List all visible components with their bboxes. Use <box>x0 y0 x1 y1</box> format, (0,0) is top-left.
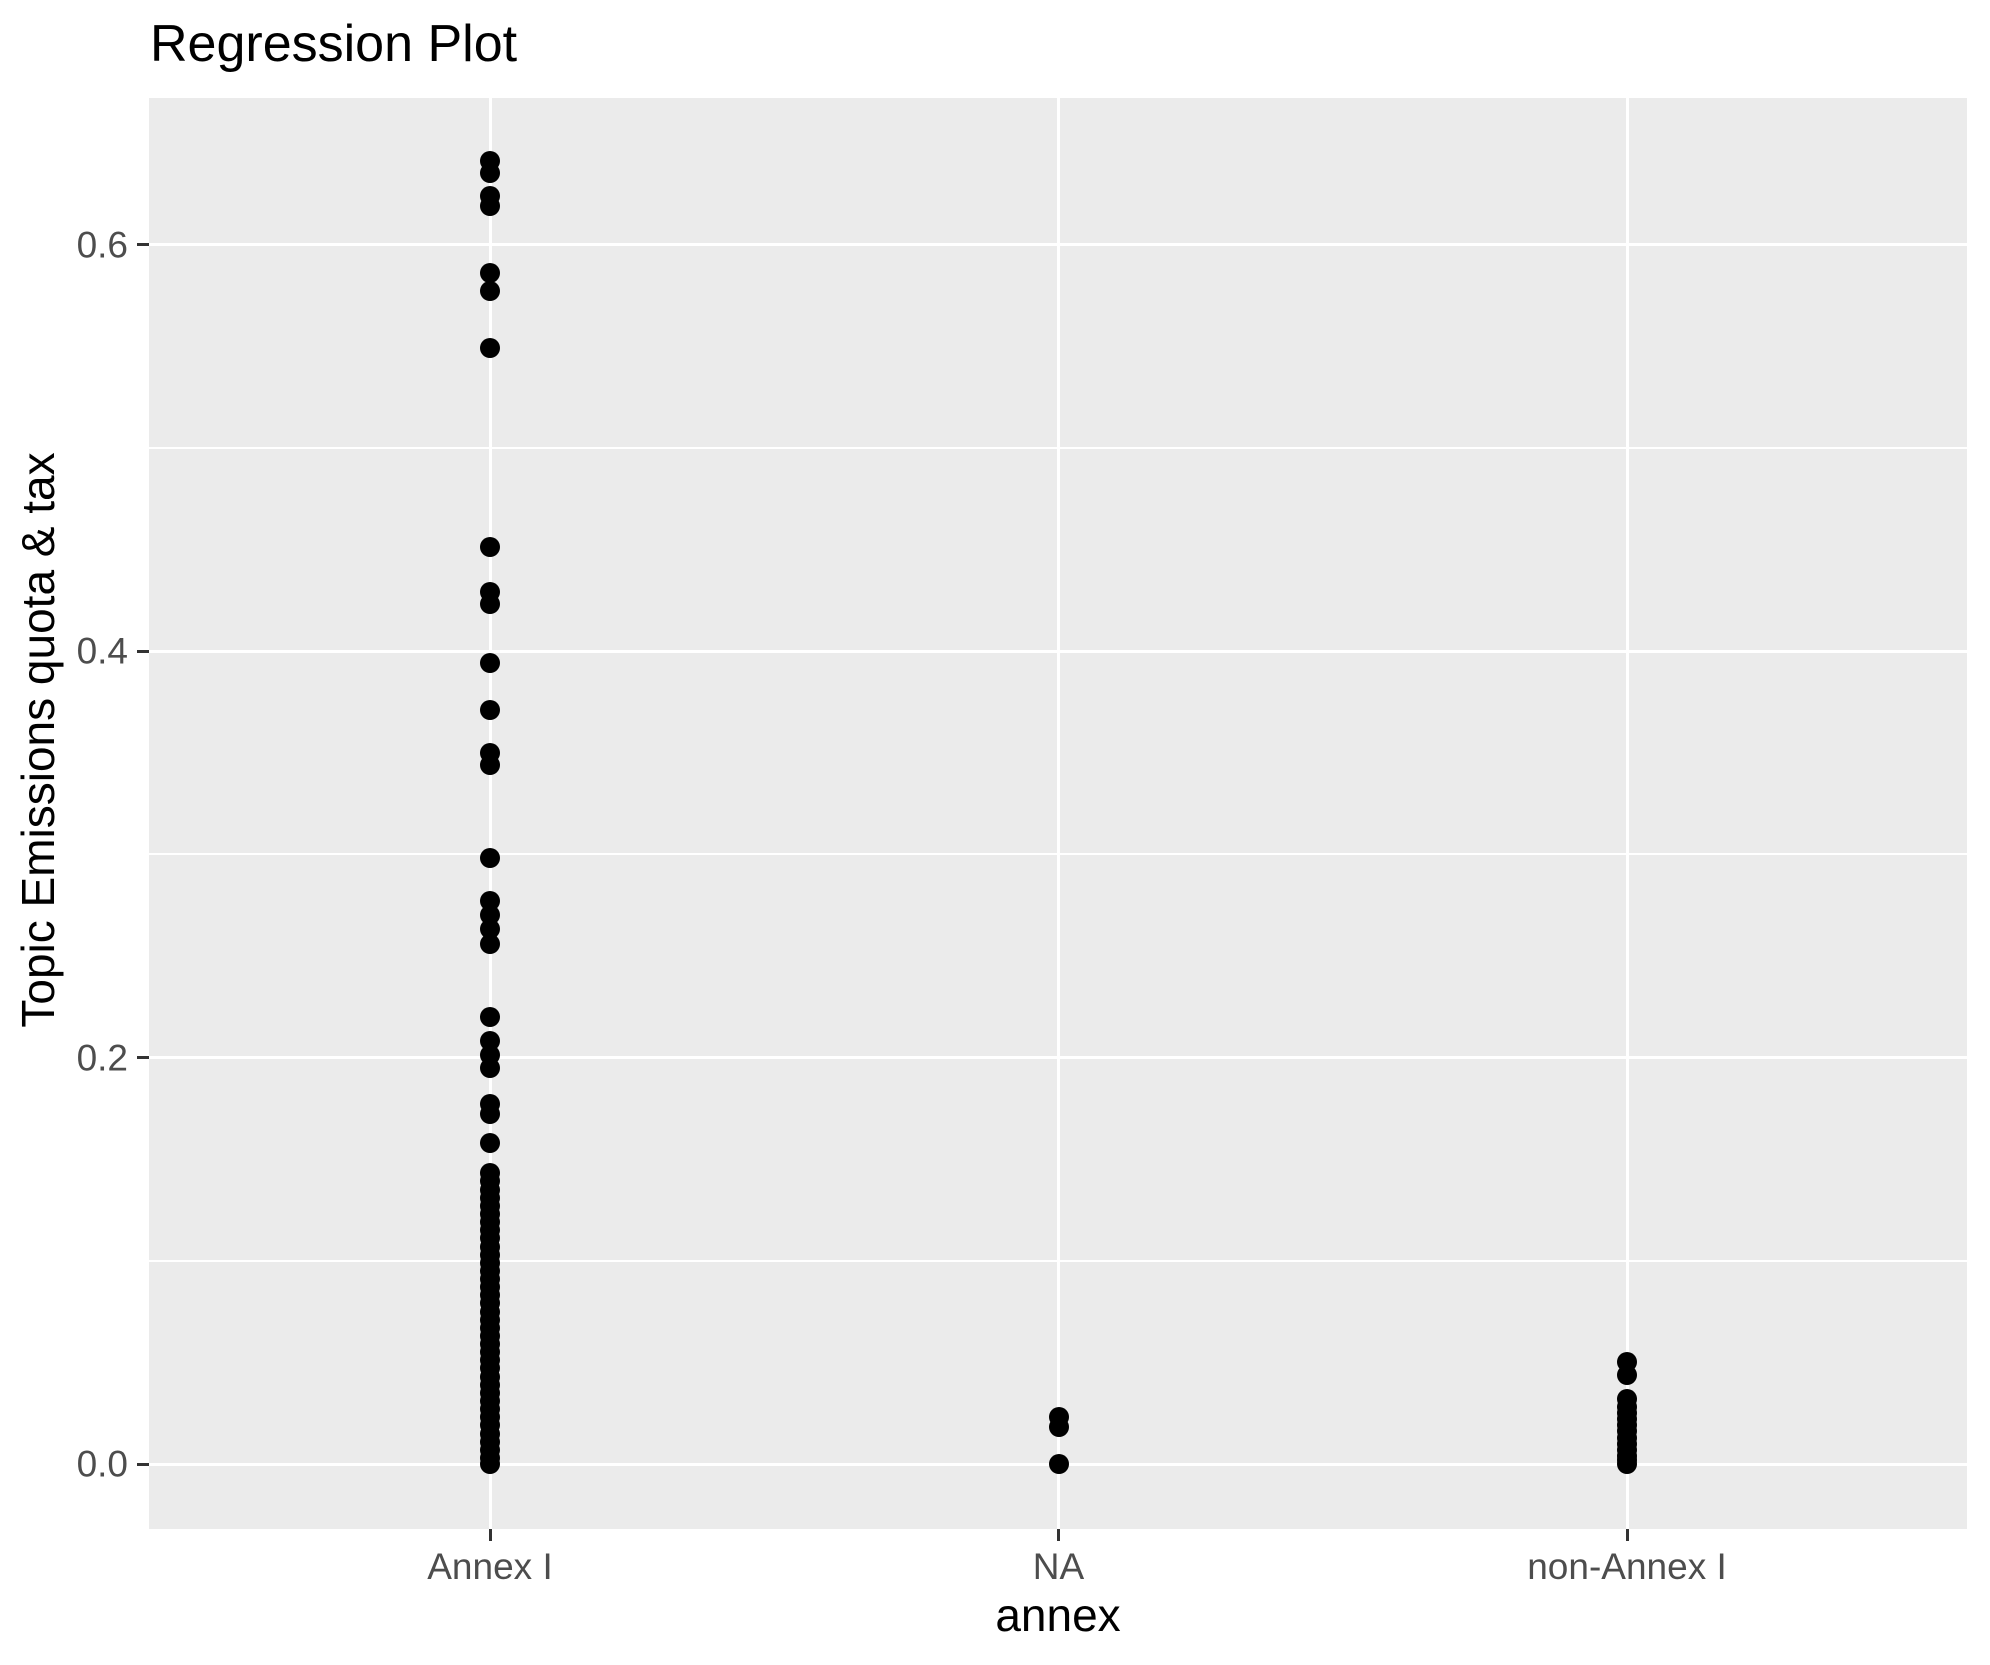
x-axis-title: annex <box>995 1589 1121 1641</box>
data-point <box>480 537 500 558</box>
major-gridline-vertical <box>1057 98 1060 1529</box>
data-point <box>480 281 500 302</box>
x-axis-tick-label: NA <box>1032 1546 1085 1587</box>
x-axis-tick-mark <box>488 1529 492 1541</box>
data-point <box>480 338 500 359</box>
y-axis-tick-mark <box>137 1462 149 1466</box>
data-point <box>480 653 500 674</box>
data-point <box>480 195 500 216</box>
y-axis-tick-label: 0.2 <box>76 1037 128 1078</box>
data-point <box>480 848 500 869</box>
y-axis-tick-mark <box>137 1056 149 1059</box>
data-point <box>1617 1454 1637 1474</box>
y-axis-tick-label: 0.0 <box>76 1443 128 1485</box>
data-point <box>1048 1454 1069 1474</box>
major-gridline-vertical <box>1625 98 1629 1529</box>
data-point <box>480 262 500 283</box>
data-point <box>480 1057 500 1078</box>
data-point <box>480 1104 500 1125</box>
x-axis-tick-label: non-Annex I <box>1527 1546 1727 1587</box>
data-point <box>480 594 500 615</box>
y-axis-tick-label: 0.6 <box>76 224 128 265</box>
data-point <box>480 754 500 775</box>
major-gridline-vertical <box>488 98 492 1529</box>
y-axis-tick-mark <box>137 649 149 653</box>
data-point <box>480 933 500 954</box>
plot-panel <box>149 98 1967 1529</box>
plot-title: Regression Plot <box>150 15 518 73</box>
x-axis-tick-mark <box>1057 1529 1060 1541</box>
x-axis-tick-mark <box>1625 1529 1629 1541</box>
y-axis-title: Topic Emissions quota & tax <box>12 452 64 1028</box>
y-axis-tick-mark <box>137 243 149 246</box>
data-point <box>480 1006 500 1027</box>
data-point <box>1617 1364 1637 1385</box>
y-axis-tick-label: 0.4 <box>76 630 128 672</box>
data-point <box>480 163 500 184</box>
data-point <box>1048 1417 1069 1438</box>
data-point <box>480 1454 500 1474</box>
data-point <box>480 699 500 720</box>
x-axis-tick-label: Annex I <box>427 1546 553 1587</box>
data-point <box>480 1132 500 1153</box>
